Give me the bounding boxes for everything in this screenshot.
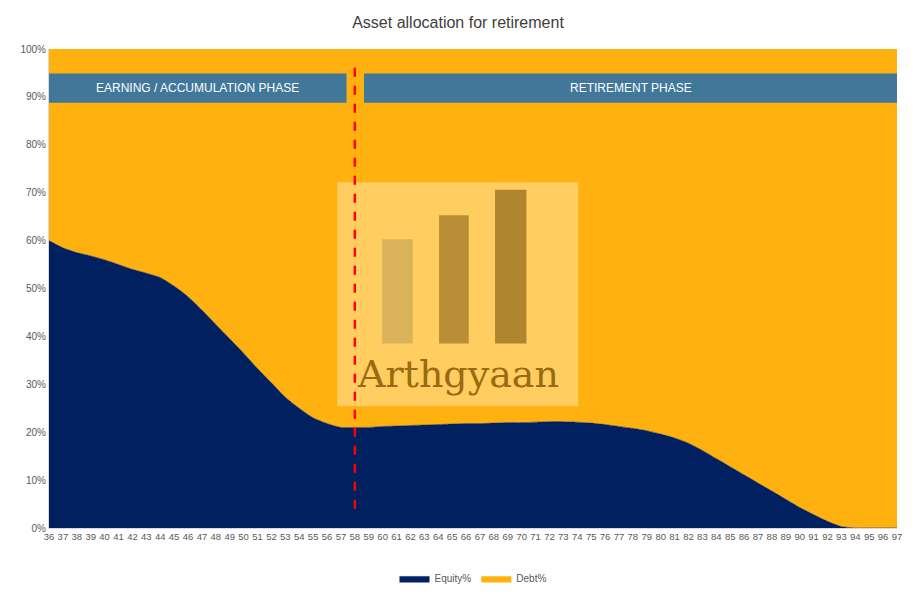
svg-text:61: 61 bbox=[391, 531, 402, 542]
svg-text:74: 74 bbox=[572, 531, 583, 542]
svg-text:50%: 50% bbox=[26, 283, 46, 294]
svg-text:80%: 80% bbox=[26, 139, 46, 150]
svg-text:37: 37 bbox=[58, 531, 69, 542]
svg-text:60: 60 bbox=[377, 531, 388, 542]
svg-text:40: 40 bbox=[99, 531, 110, 542]
svg-text:42: 42 bbox=[127, 531, 138, 542]
svg-text:45: 45 bbox=[169, 531, 180, 542]
svg-text:69: 69 bbox=[502, 531, 513, 542]
svg-text:82: 82 bbox=[683, 531, 694, 542]
svg-text:90%: 90% bbox=[26, 91, 46, 102]
svg-text:50: 50 bbox=[238, 531, 249, 542]
svg-text:91: 91 bbox=[808, 531, 819, 542]
svg-text:60%: 60% bbox=[26, 235, 46, 246]
svg-text:46: 46 bbox=[183, 531, 194, 542]
svg-text:73: 73 bbox=[558, 531, 569, 542]
svg-text:77: 77 bbox=[614, 531, 625, 542]
svg-text:67: 67 bbox=[475, 531, 486, 542]
svg-text:100%: 100% bbox=[20, 44, 46, 55]
svg-text:65: 65 bbox=[447, 531, 458, 542]
svg-text:78: 78 bbox=[628, 531, 639, 542]
svg-text:80: 80 bbox=[655, 531, 666, 542]
svg-text:86: 86 bbox=[739, 531, 750, 542]
svg-text:89: 89 bbox=[781, 531, 792, 542]
svg-text:90: 90 bbox=[794, 531, 805, 542]
svg-text:76: 76 bbox=[600, 531, 611, 542]
svg-text:85: 85 bbox=[725, 531, 736, 542]
svg-text:94: 94 bbox=[850, 531, 861, 542]
svg-text:55: 55 bbox=[308, 531, 319, 542]
svg-text:44: 44 bbox=[155, 531, 166, 542]
svg-text:57: 57 bbox=[336, 531, 347, 542]
svg-text:43: 43 bbox=[141, 531, 152, 542]
svg-text:59: 59 bbox=[363, 531, 374, 542]
svg-text:72: 72 bbox=[544, 531, 555, 542]
svg-text:Equity%: Equity% bbox=[435, 573, 472, 584]
svg-text:96: 96 bbox=[878, 531, 889, 542]
svg-text:49: 49 bbox=[224, 531, 235, 542]
svg-text:30%: 30% bbox=[26, 379, 46, 390]
svg-text:47: 47 bbox=[197, 531, 208, 542]
svg-text:Asset allocation for retiremen: Asset allocation for retirement bbox=[352, 14, 564, 31]
svg-text:63: 63 bbox=[419, 531, 430, 542]
svg-text:83: 83 bbox=[697, 531, 708, 542]
svg-text:56: 56 bbox=[322, 531, 333, 542]
svg-text:40%: 40% bbox=[26, 331, 46, 342]
svg-text:70: 70 bbox=[516, 531, 527, 542]
svg-text:51: 51 bbox=[252, 531, 263, 542]
svg-text:0%: 0% bbox=[32, 523, 47, 534]
svg-text:RETIREMENT PHASE: RETIREMENT PHASE bbox=[570, 81, 692, 95]
svg-text:38: 38 bbox=[72, 531, 83, 542]
svg-text:53: 53 bbox=[280, 531, 291, 542]
svg-text:52: 52 bbox=[266, 531, 277, 542]
svg-text:68: 68 bbox=[489, 531, 500, 542]
svg-text:92: 92 bbox=[822, 531, 833, 542]
svg-text:95: 95 bbox=[864, 531, 875, 542]
svg-text:Arthgyaan: Arthgyaan bbox=[357, 352, 559, 396]
svg-text:64: 64 bbox=[433, 531, 444, 542]
svg-text:58: 58 bbox=[350, 531, 361, 542]
svg-text:97: 97 bbox=[892, 531, 903, 542]
svg-text:41: 41 bbox=[113, 531, 124, 542]
svg-text:39: 39 bbox=[85, 531, 96, 542]
svg-text:75: 75 bbox=[586, 531, 597, 542]
svg-text:79: 79 bbox=[641, 531, 652, 542]
svg-text:54: 54 bbox=[294, 531, 305, 542]
svg-text:66: 66 bbox=[461, 531, 472, 542]
svg-text:10%: 10% bbox=[26, 475, 46, 486]
svg-text:70%: 70% bbox=[26, 187, 46, 198]
svg-text:71: 71 bbox=[530, 531, 541, 542]
svg-text:EARNING / ACCUMULATION PHASE: EARNING / ACCUMULATION PHASE bbox=[96, 81, 299, 95]
svg-text:87: 87 bbox=[753, 531, 764, 542]
svg-text:84: 84 bbox=[711, 531, 722, 542]
svg-text:Debt%: Debt% bbox=[516, 573, 546, 584]
svg-text:20%: 20% bbox=[26, 427, 46, 438]
svg-text:81: 81 bbox=[669, 531, 680, 542]
svg-text:93: 93 bbox=[836, 531, 847, 542]
svg-text:62: 62 bbox=[405, 531, 416, 542]
svg-text:48: 48 bbox=[211, 531, 222, 542]
svg-text:36: 36 bbox=[44, 531, 55, 542]
svg-text:88: 88 bbox=[767, 531, 778, 542]
